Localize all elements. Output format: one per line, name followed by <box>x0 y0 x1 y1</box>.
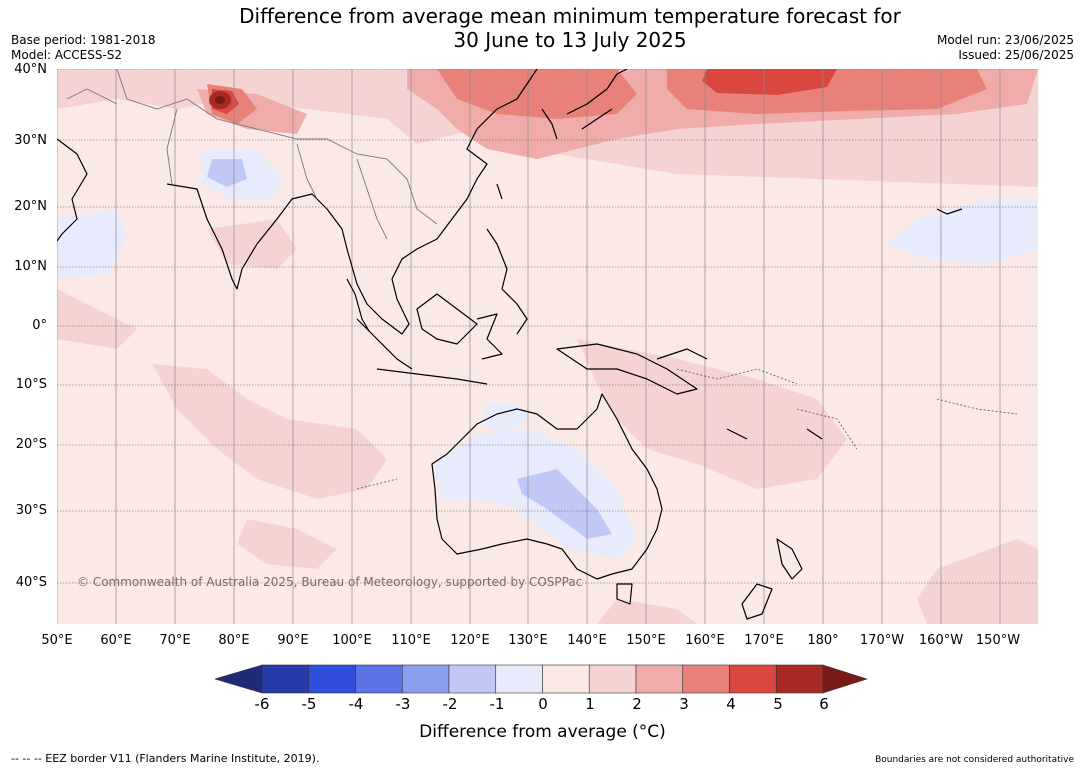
colorbar-tick-label: 4 <box>726 695 736 713</box>
colorbar-title: Difference from average (°C) <box>419 722 666 742</box>
lon-label: 60°E <box>100 633 132 648</box>
meta-left: Base period: 1981-2018 Model: ACCESS-S2 <box>11 33 156 63</box>
boundaries-note: Boundaries are not considered authoritat… <box>875 755 1074 765</box>
colorbar-tick-label: -2 <box>442 695 458 713</box>
lon-label: 150°E <box>626 633 666 648</box>
title-line-2: 30 June to 13 July 2025 <box>453 28 687 52</box>
colorbar-cell <box>355 664 403 694</box>
colorbar <box>215 664 868 694</box>
colorbar-cell <box>308 664 356 694</box>
colorbar-arrow-low <box>215 664 263 694</box>
colorbar-cell <box>261 664 310 694</box>
lat-label: 20°N <box>14 199 47 214</box>
longitude-gridlines <box>57 69 1001 624</box>
coastlines <box>57 69 963 620</box>
colorbar-cell <box>448 664 497 694</box>
lat-label: 20°S <box>15 437 47 452</box>
colorbar-arrow-high <box>822 664 868 694</box>
colorbar-tick-label: -1 <box>489 695 505 713</box>
map-title: Difference from average mean minimum tem… <box>0 4 1085 52</box>
meta-right: Model run: 23/06/2025 Issued: 25/06/2025 <box>937 33 1074 63</box>
lon-label: 100°E <box>332 633 372 648</box>
model-run: Model run: 23/06/2025 <box>936 33 1074 47</box>
lon-label: 170°W <box>859 633 905 648</box>
lat-label: 30°S <box>15 503 47 518</box>
lat-label: 0° <box>32 318 47 333</box>
eez-borders <box>356 368 1018 490</box>
lon-label: 70°E <box>159 633 191 648</box>
colorbar-tick-label: 6 <box>819 695 829 713</box>
colorbar-tick-label: -6 <box>254 695 270 713</box>
base-period: Base period: 1981-2018 <box>11 33 156 47</box>
forecast-map <box>57 69 1038 624</box>
lat-label: 40°S <box>15 575 47 590</box>
country-borders <box>66 69 438 240</box>
lon-label: 110°E <box>391 633 431 648</box>
colorbar-tick-label: 0 <box>538 695 548 713</box>
lon-label: 150°W <box>975 633 1021 648</box>
anomaly-band-neg2-neg1 <box>207 159 612 539</box>
title-line-1: Difference from average mean minimum tem… <box>239 4 901 28</box>
colorbar-tick-label: -4 <box>348 695 364 713</box>
colorbar-tick-label: 2 <box>632 695 642 713</box>
colorbar-tick-label: -3 <box>395 695 411 713</box>
lon-label: 160°W <box>918 633 964 648</box>
colorbar-tick-label: 5 <box>773 695 783 713</box>
anomaly-band-gt6 <box>215 96 225 104</box>
colorbar-cell <box>542 664 590 694</box>
colorbar-cell <box>588 664 637 694</box>
lon-label: 140°E <box>567 633 607 648</box>
colorbar-cell <box>729 664 777 694</box>
lon-label: 80°E <box>218 633 250 648</box>
lon-label: 50°E <box>41 633 73 648</box>
colorbar-tick-label: -5 <box>301 695 317 713</box>
colorbar-tick-label: 3 <box>679 695 689 713</box>
copyright-notice: © Commonwealth of Australia 2025, Bureau… <box>77 575 583 589</box>
issued-date: Issued: 25/06/2025 <box>958 48 1074 62</box>
lon-label: 120°E <box>450 633 490 648</box>
lon-label: 90°E <box>277 633 309 648</box>
lat-label: 40°N <box>14 62 47 77</box>
colorbar-cell <box>495 664 543 694</box>
eez-note: -- -- -- EEZ border V11 (Flanders Marine… <box>11 752 320 765</box>
colorbar-cell <box>401 664 450 694</box>
lon-label: 160°E <box>685 633 725 648</box>
colorbar-cell <box>682 664 730 694</box>
lon-label: 170°E <box>744 633 784 648</box>
map-canvas <box>57 69 1038 624</box>
lat-label: 10°N <box>14 259 47 274</box>
colorbar-tick-label: 1 <box>585 695 595 713</box>
lat-label: 10°S <box>15 377 47 392</box>
lon-label: 130°E <box>508 633 548 648</box>
lon-label: 180° <box>807 633 839 648</box>
model-name: Model: ACCESS-S2 <box>11 48 123 62</box>
lat-label: 30°N <box>14 133 47 148</box>
colorbar-cell <box>635 664 684 694</box>
colorbar-cell <box>775 664 824 694</box>
